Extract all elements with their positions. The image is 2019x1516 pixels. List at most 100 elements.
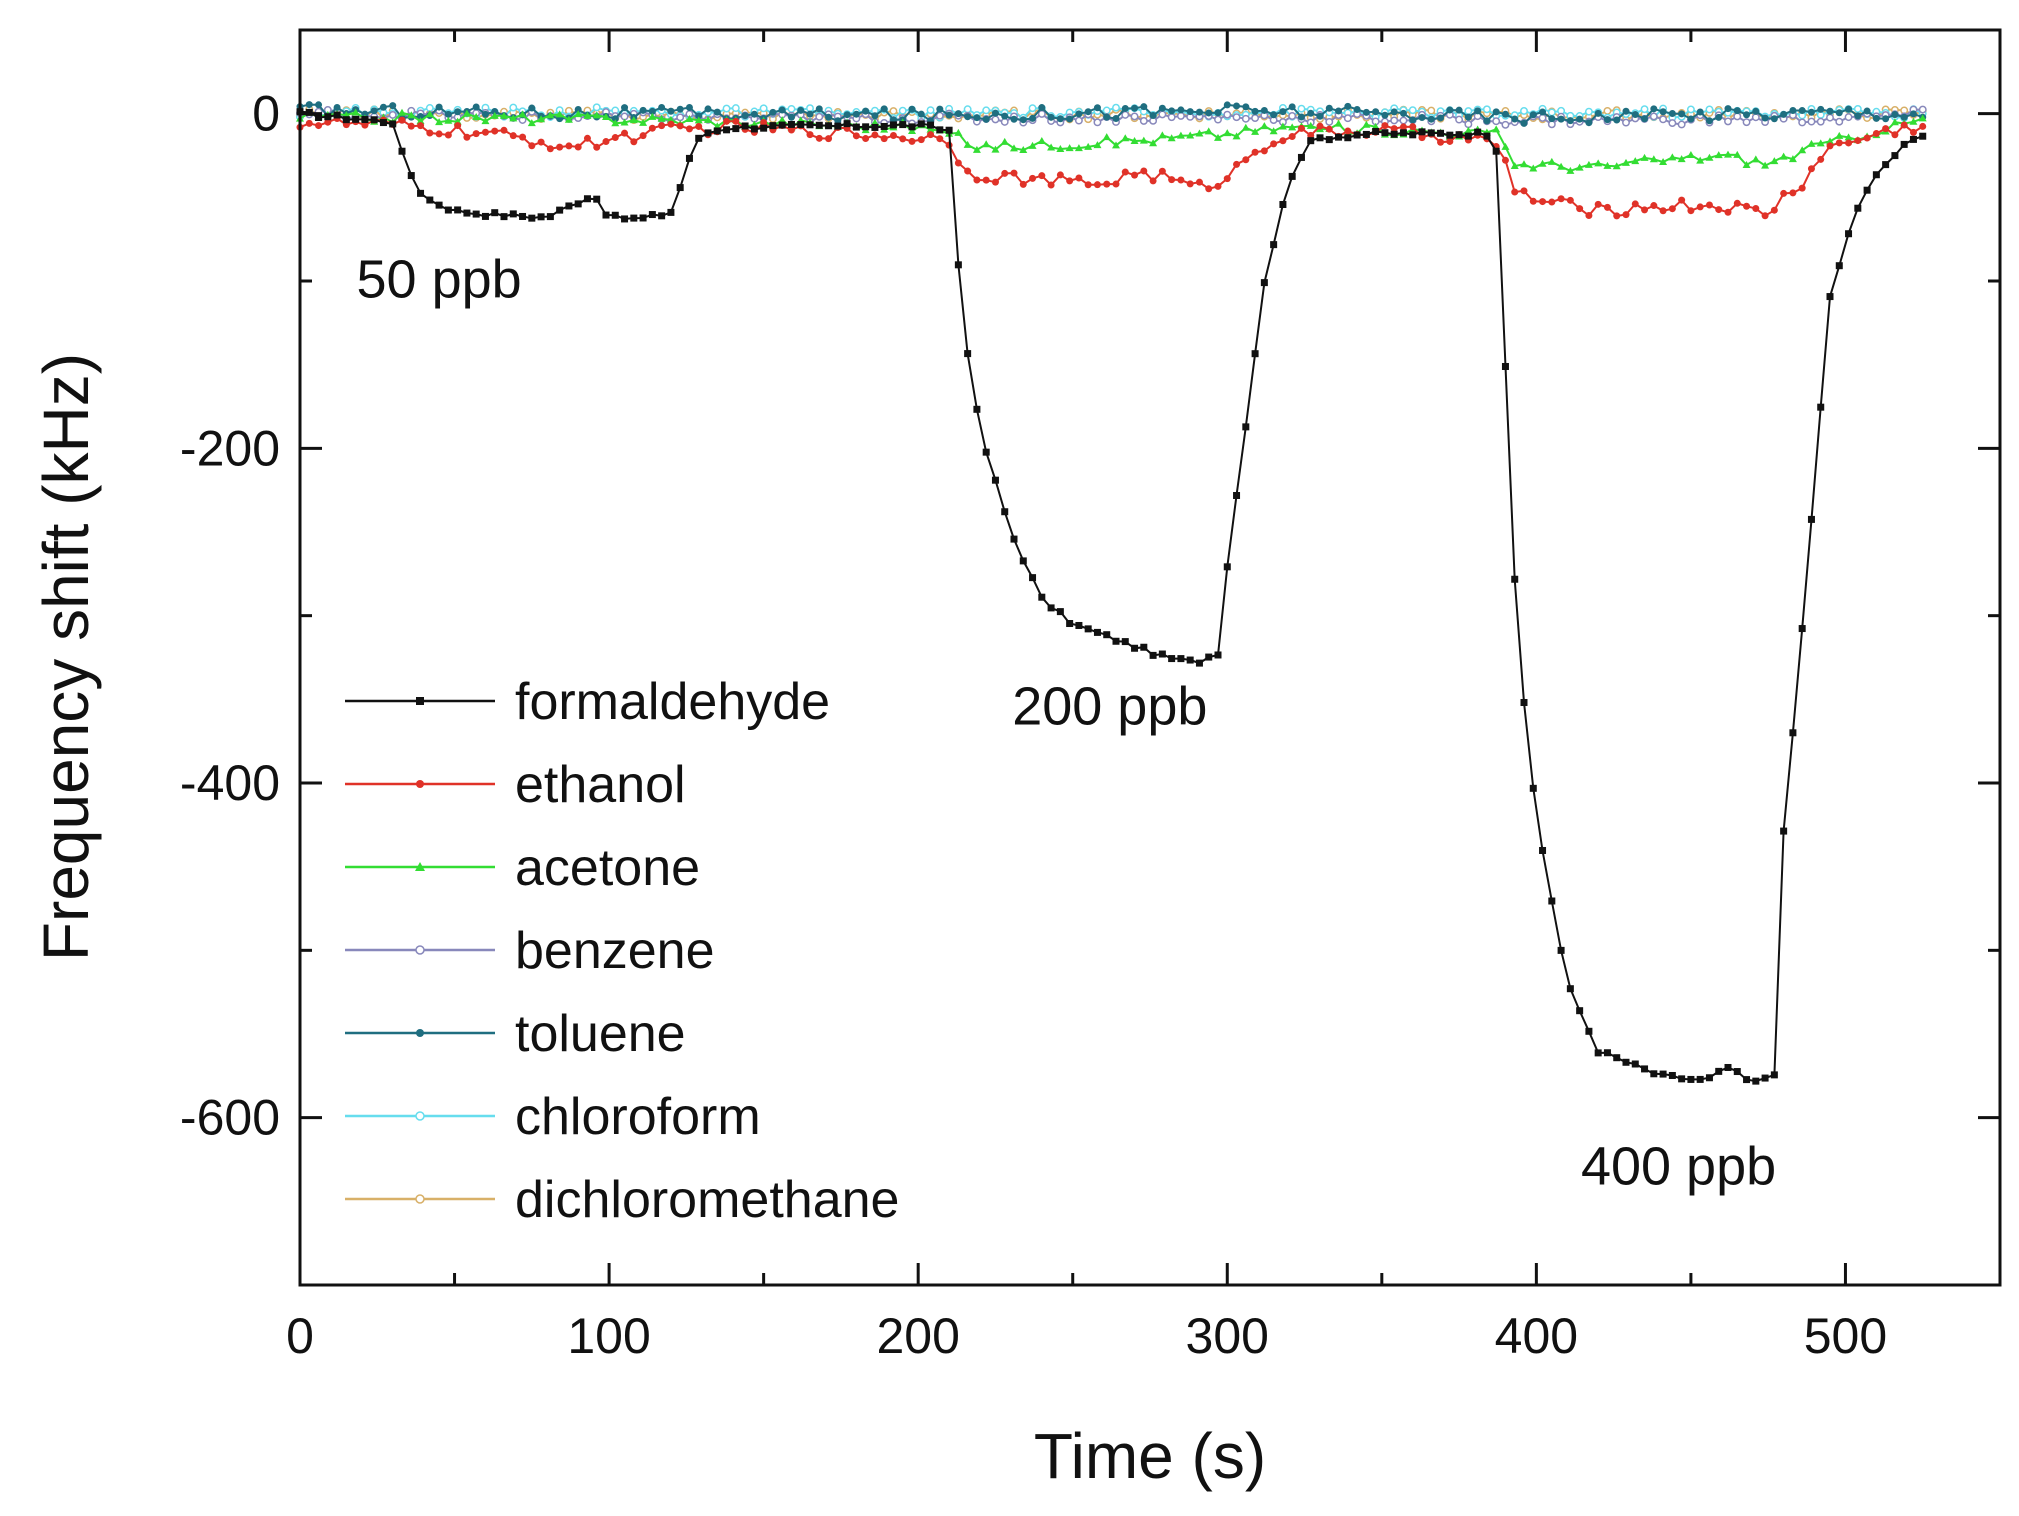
data-point (945, 126, 953, 134)
data-point (769, 122, 777, 130)
data-point (1529, 784, 1537, 792)
data-point (1279, 137, 1287, 145)
data-point (964, 113, 972, 121)
data-point (648, 112, 657, 120)
data-point (1696, 156, 1705, 164)
data-point (592, 103, 601, 112)
data-point (435, 118, 444, 126)
data-point (1103, 631, 1111, 639)
data-point (352, 115, 360, 123)
data-point (1149, 139, 1158, 147)
data-point (695, 122, 703, 130)
data-point (611, 115, 619, 123)
data-point (574, 110, 583, 118)
data-point (815, 134, 823, 142)
data-point (1278, 122, 1287, 130)
data-point (908, 127, 916, 135)
data-point (1687, 207, 1695, 215)
data-point (889, 121, 897, 129)
data-point (398, 116, 406, 124)
data-point (871, 131, 879, 139)
data-point (1520, 187, 1528, 195)
data-point (889, 132, 897, 140)
data-point (621, 215, 629, 223)
data-point (1437, 129, 1445, 137)
data-point (1539, 198, 1547, 206)
data-point (973, 176, 981, 184)
data-point (583, 111, 592, 119)
data-point (1844, 113, 1853, 122)
data-point (1668, 205, 1676, 213)
data-point (592, 111, 601, 119)
data-point (417, 122, 425, 130)
data-point (936, 135, 944, 143)
data-point (1743, 202, 1751, 210)
data-point (1029, 174, 1037, 182)
data-point (797, 106, 805, 114)
data-point (1853, 104, 1862, 113)
series-formaldehyde (296, 108, 1927, 1085)
data-point (787, 120, 795, 128)
data-point (305, 101, 313, 109)
data-point (454, 206, 462, 214)
data-point (1195, 129, 1204, 137)
data-point (1102, 133, 1111, 141)
data-point (704, 115, 712, 123)
data-point (435, 103, 443, 111)
data-point (1705, 201, 1713, 209)
data-point (379, 119, 387, 127)
data-point (1010, 115, 1018, 123)
data-point (611, 211, 619, 219)
data-point (1511, 188, 1519, 196)
data-point (1733, 107, 1741, 115)
data-point (1761, 161, 1770, 169)
data-point (1362, 120, 1371, 128)
data-point (1845, 105, 1853, 113)
data-point (1594, 200, 1602, 208)
data-point (1112, 103, 1120, 112)
data-point (694, 116, 703, 124)
data-point (361, 121, 369, 129)
data-point (1093, 141, 1102, 149)
data-point (1631, 1060, 1639, 1068)
data-point (1437, 138, 1445, 146)
data-point (1131, 644, 1139, 652)
y-axis-title: Frequency shift (kHz) (30, 353, 102, 961)
data-point (1649, 112, 1658, 121)
x-tick-label: 500 (1804, 1308, 1887, 1364)
data-point (1158, 131, 1167, 139)
legend-label: formaldehyde (515, 673, 830, 731)
data-point (1603, 203, 1611, 211)
data-point (704, 129, 712, 137)
data-point (1223, 101, 1231, 109)
legend-label: chloroform (515, 1088, 761, 1146)
data-point (537, 138, 545, 146)
data-point (1826, 107, 1834, 115)
legend-item-benzene: benzene (345, 922, 715, 980)
data-point (1372, 127, 1380, 135)
data-point (1891, 110, 1899, 118)
data-point (1501, 362, 1509, 370)
data-point (1780, 827, 1788, 835)
data-point (1112, 180, 1120, 188)
data-point (1464, 107, 1473, 116)
data-point (1149, 111, 1157, 119)
data-point (1538, 113, 1547, 122)
data-point (1316, 134, 1324, 142)
data-point (1557, 115, 1565, 123)
data-point (639, 106, 647, 114)
data-point (1649, 155, 1658, 163)
data-point (825, 135, 833, 143)
data-point (1464, 126, 1473, 134)
data-point (621, 129, 629, 137)
data-point (1390, 116, 1399, 125)
data-point (1241, 114, 1250, 123)
legend-label: acetone (515, 839, 700, 897)
data-point (324, 113, 332, 121)
data-point (1547, 108, 1556, 117)
data-point (825, 113, 833, 121)
y-tick-label: -600 (180, 1090, 280, 1146)
data-point (1288, 103, 1296, 111)
data-point (1548, 115, 1556, 123)
data-point (1872, 171, 1880, 179)
